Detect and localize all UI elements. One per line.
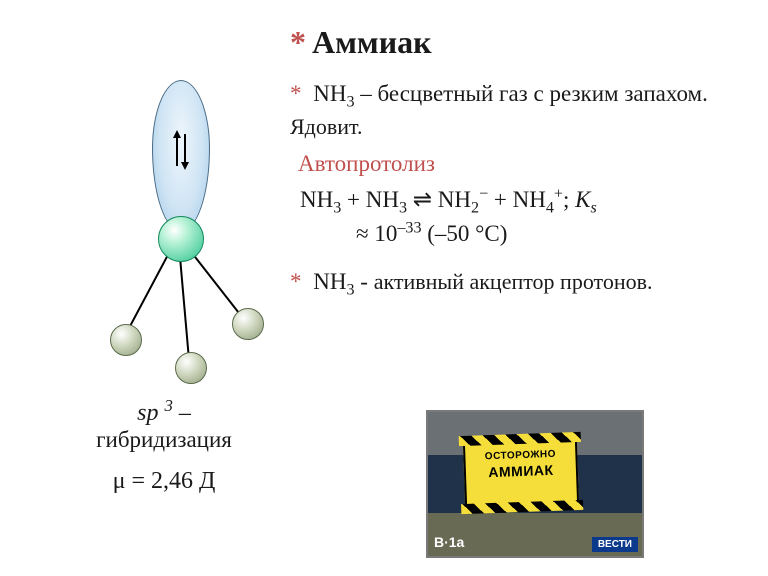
bullet-1: * NH3 – бесцветный газ с резким запахом.… [290,80,710,141]
asterisk-icon: * [290,269,302,294]
slide: *Аммиак * NH3 – бесцветный газ с резким … [0,0,768,576]
hydrogen-atom-2 [175,352,207,384]
asterisk-icon: * [290,81,302,106]
title-text: Аммиак [312,24,432,60]
molecule-caption: sp 3 – гибридизация μ = 2,46 Д [44,396,284,495]
nh3-formula: NH3 [313,81,354,106]
vesti-logo: ВЕСТИ [592,537,638,552]
dipole-moment: μ = 2,46 Д [44,468,284,495]
asterisk-icon: * [290,24,306,60]
sign-line-2: АММИАК [466,461,576,481]
eq-value: ≈ 10–33 (–50 °C) [356,221,507,246]
electron-arrows-icon [170,128,192,172]
bond-2 [179,257,191,367]
molecule-diagram [80,80,280,360]
photo-corner-label: В·1а [434,534,464,550]
autoprotolysis-equation: NH3 + NH3 ⇌ NH2− + NH4+; Ks ≈ 10–33 (–50… [300,184,730,249]
nitrogen-atom [158,216,204,262]
slide-title: *Аммиак [290,24,432,61]
warning-photo: ОСТОРОЖНО АММИАК В·1а ВЕСТИ [426,410,644,558]
hybridization-line: sp 3 – гибридизация [44,396,284,454]
bullet-2: * NH3 - активный акцептор протонов. [290,268,710,301]
hydrogen-atom-1 [110,324,142,356]
bullet-2-text: активный акцептор протонов. [374,269,653,294]
eq-lhs: NH3 + NH3 ⇌ NH2− + NH4+; [300,187,569,212]
bullet-1-text-b: Ядовит. [290,114,363,139]
sep-dash: - [360,269,368,294]
hydrogen-atom-3 [232,308,264,340]
bullet-1-text-a: бесцветный газ с резким запахом. [378,81,708,106]
nh3-formula-2: NH3 [313,269,354,294]
warning-sign: ОСТОРОЖНО АММИАК [463,438,579,508]
ks-symbol: Ks [575,187,597,212]
dash: – [360,81,372,106]
autoprotolysis-label: Автопротолиз [298,150,435,179]
